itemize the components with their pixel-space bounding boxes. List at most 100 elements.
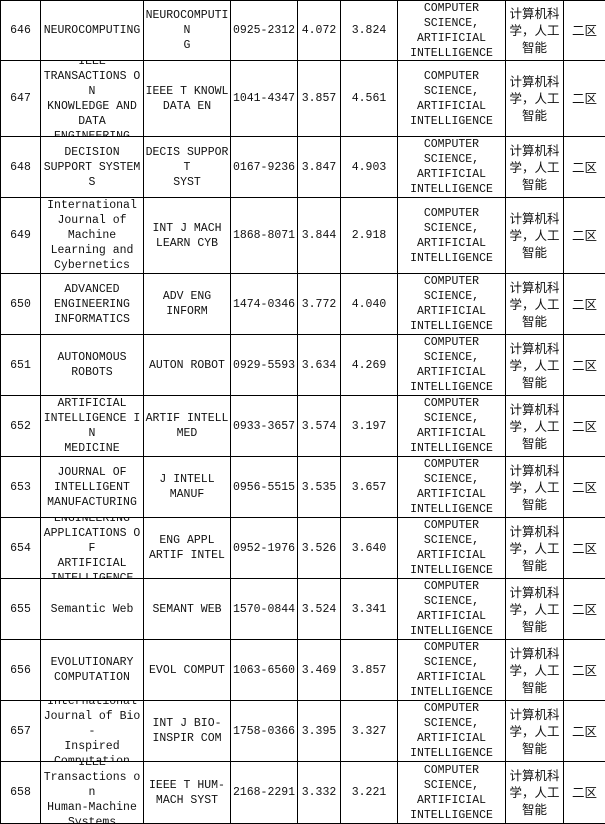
issn-text: 1474-0346 — [231, 274, 297, 334]
issn-text: 1570-0844 — [231, 579, 297, 639]
cell-journal-abbreviation: ENG APPL ARTIF INTEL — [144, 518, 231, 579]
cell-category-cn: 计算机科 学，人工 智能 — [506, 701, 564, 762]
cell-row-number: 650 — [1, 274, 41, 335]
impact-factor-text: 3.526 — [298, 518, 340, 578]
category-en-text: COMPUTER SCIENCE, ARTIFICIAL INTELLIGENC… — [398, 579, 505, 639]
cell-issn: 0925-2312 — [231, 1, 298, 61]
cell-category-en: COMPUTER SCIENCE, ARTIFICIAL INTELLIGENC… — [398, 518, 506, 579]
cell-category-en: COMPUTER SCIENCE, ARTIFICIAL INTELLIGENC… — [398, 396, 506, 457]
cell-row-number: 647 — [1, 61, 41, 137]
cell-category-cn: 计算机科 学，人工 智能 — [506, 579, 564, 640]
category-cn-text: 计算机科 学，人工 智能 — [506, 274, 563, 334]
journal-abbreviation-text: ENG APPL ARTIF INTEL — [144, 518, 230, 578]
cell-row-number: 652 — [1, 396, 41, 457]
cell-journal-abbreviation: AUTON ROBOT — [144, 335, 231, 396]
journal-abbreviation-text: IEEE T HUM- MACH SYST — [144, 762, 230, 823]
cell-journal-title: JOURNAL OF INTELLIGENT MANUFACTURING — [41, 457, 144, 518]
zone-text: 二区 — [564, 457, 605, 517]
cell-impact-factor: 4.072 — [298, 1, 341, 61]
cell-journal-abbreviation: INT J MACH LEARN CYB — [144, 198, 231, 274]
cell-zone: 二区 — [564, 396, 605, 457]
cell-impact-factor: 3.535 — [298, 457, 341, 518]
five-year-impact-factor-text: 3.857 — [341, 640, 397, 700]
cell-zone: 二区 — [564, 274, 605, 335]
journal-abbreviation-text: ADV ENG INFORM — [144, 274, 230, 334]
issn-text: 1063-6560 — [231, 640, 297, 700]
issn-text: 0933-3657 — [231, 396, 297, 456]
cell-category-cn: 计算机科 学，人工 智能 — [506, 518, 564, 579]
cell-category-cn: 计算机科 学，人工 智能 — [506, 457, 564, 518]
zone-text: 二区 — [564, 274, 605, 334]
five-year-impact-factor-text: 3.824 — [341, 1, 397, 60]
category-en-text: COMPUTER SCIENCE, ARTIFICIAL INTELLIGENC… — [398, 335, 505, 395]
issn-text: 1868-8071 — [231, 198, 297, 273]
issn-text: 0925-2312 — [231, 1, 297, 60]
journal-abbreviation-text: NEUROCOMPUTIN G — [144, 1, 230, 60]
cell-five-year-impact-factor: 3.221 — [341, 762, 398, 824]
five-year-impact-factor-text: 4.040 — [341, 274, 397, 334]
impact-factor-text: 3.395 — [298, 701, 340, 761]
cell-issn: 1041-4347 — [231, 61, 298, 137]
cell-impact-factor: 3.847 — [298, 137, 341, 198]
impact-factor-text: 4.072 — [298, 1, 340, 60]
cell-row-number: 655 — [1, 579, 41, 640]
cell-issn: 1063-6560 — [231, 640, 298, 701]
cell-zone: 二区 — [564, 640, 605, 701]
cell-impact-factor: 3.395 — [298, 701, 341, 762]
cell-journal-abbreviation: INT J BIO- INSPIR COM — [144, 701, 231, 762]
category-en-text: COMPUTER SCIENCE, ARTIFICIAL INTELLIGENC… — [398, 762, 505, 823]
cell-zone: 二区 — [564, 335, 605, 396]
cell-category-cn: 计算机科 学，人工 智能 — [506, 1, 564, 61]
category-en-text: COMPUTER SCIENCE, ARTIFICIAL INTELLIGENC… — [398, 518, 505, 578]
impact-factor-text: 3.857 — [298, 61, 340, 136]
cell-impact-factor: 3.844 — [298, 198, 341, 274]
cell-journal-title: International Journal of Machine Learnin… — [41, 198, 144, 274]
row-number-text: 653 — [1, 457, 40, 517]
cell-five-year-impact-factor: 4.903 — [341, 137, 398, 198]
cell-impact-factor: 3.772 — [298, 274, 341, 335]
cell-category-cn: 计算机科 学，人工 智能 — [506, 274, 564, 335]
row-number-text: 648 — [1, 137, 40, 197]
zone-text: 二区 — [564, 518, 605, 578]
zone-text: 二区 — [564, 579, 605, 639]
journal-abbreviation-text: INT J BIO- INSPIR COM — [144, 701, 230, 761]
cell-journal-title: DECISION SUPPORT SYSTEMS — [41, 137, 144, 198]
cell-category-en: COMPUTER SCIENCE, ARTIFICIAL INTELLIGENC… — [398, 198, 506, 274]
category-en-text: COMPUTER SCIENCE, ARTIFICIAL INTELLIGENC… — [398, 396, 505, 456]
row-number-text: 652 — [1, 396, 40, 456]
cell-journal-abbreviation: IEEE T KNOWL DATA EN — [144, 61, 231, 137]
cell-five-year-impact-factor: 4.040 — [341, 274, 398, 335]
category-cn-text: 计算机科 学，人工 智能 — [506, 396, 563, 456]
journal-title-text: International Journal of Bio- Inspired C… — [41, 701, 143, 761]
cell-five-year-impact-factor: 3.341 — [341, 579, 398, 640]
cell-journal-title: ADVANCED ENGINEERING INFORMATICS — [41, 274, 144, 335]
cell-issn: 0929-5593 — [231, 335, 298, 396]
journal-title-text: Semantic Web — [41, 579, 143, 639]
cell-journal-title: IEEE Transactions on Human-Machine Syste… — [41, 762, 144, 824]
impact-factor-text: 3.524 — [298, 579, 340, 639]
category-cn-text: 计算机科 学，人工 智能 — [506, 701, 563, 761]
cell-zone: 二区 — [564, 457, 605, 518]
cell-journal-title: EVOLUTIONARY COMPUTATION — [41, 640, 144, 701]
cell-category-en: COMPUTER SCIENCE, ARTIFICIAL INTELLIGENC… — [398, 335, 506, 396]
cell-five-year-impact-factor: 3.327 — [341, 701, 398, 762]
cell-zone: 二区 — [564, 198, 605, 274]
journal-title-text: International Journal of Machine Learnin… — [41, 198, 143, 273]
journal-title-text: DECISION SUPPORT SYSTEMS — [41, 137, 143, 197]
cell-category-en: COMPUTER SCIENCE, ARTIFICIAL INTELLIGENC… — [398, 701, 506, 762]
cell-row-number: 653 — [1, 457, 41, 518]
cell-issn: 0956-5515 — [231, 457, 298, 518]
journal-title-text: JOURNAL OF INTELLIGENT MANUFACTURING — [41, 457, 143, 517]
cell-category-cn: 计算机科 学，人工 智能 — [506, 61, 564, 137]
impact-factor-text: 3.847 — [298, 137, 340, 197]
cell-issn: 1868-8071 — [231, 198, 298, 274]
five-year-impact-factor-text: 4.561 — [341, 61, 397, 136]
